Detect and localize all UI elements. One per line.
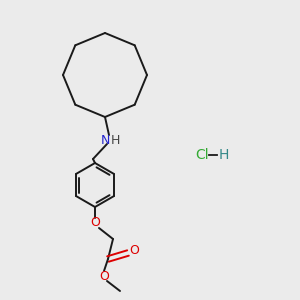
Text: O: O [99, 269, 109, 283]
Text: O: O [90, 217, 100, 230]
Text: H: H [110, 134, 120, 146]
Text: Cl: Cl [195, 148, 208, 162]
Text: O: O [129, 244, 139, 257]
Text: H: H [219, 148, 230, 162]
Text: N: N [100, 134, 110, 146]
